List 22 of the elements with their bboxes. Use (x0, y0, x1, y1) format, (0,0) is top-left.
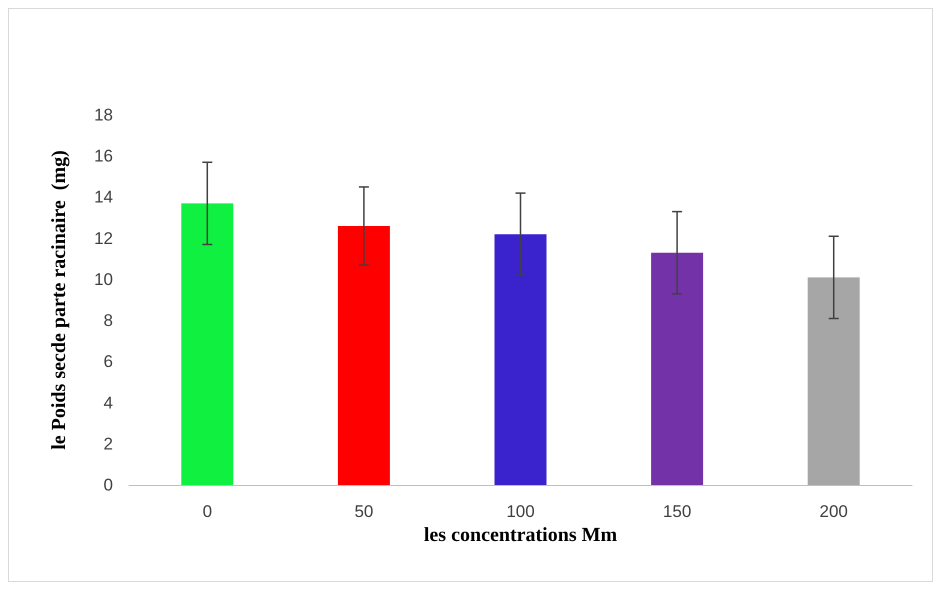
x-tick-label: 0 (202, 502, 212, 521)
x-tick-label: 50 (354, 502, 374, 521)
y-tick-label: 8 (104, 311, 113, 330)
y-tick-label: 10 (94, 270, 113, 289)
x-tick-label: 100 (506, 502, 535, 521)
x-tick-label: 150 (662, 502, 692, 521)
y-tick-label: 2 (104, 434, 113, 454)
bar (494, 234, 546, 485)
y-tick-label: 14 (94, 188, 113, 207)
y-tick-label: 12 (94, 228, 113, 248)
x-axis-title: les concentrations Mm (424, 524, 618, 546)
bar (651, 252, 704, 485)
y-tick-label: 6 (104, 352, 113, 372)
y-tick-label: 0 (104, 476, 113, 494)
y-tick-label: 18 (94, 106, 113, 124)
y-tick-label: 4 (104, 393, 113, 412)
y-axis-title: le Poids secde parte racinaire (mg) (48, 150, 70, 450)
x-tick-label: 200 (820, 502, 848, 521)
bar (181, 203, 234, 485)
bar (808, 277, 860, 485)
bar (338, 226, 390, 485)
y-tick-label: 16 (94, 146, 113, 166)
